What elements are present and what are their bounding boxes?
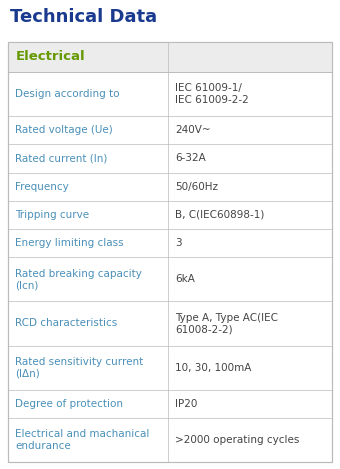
Text: 6kA: 6kA bbox=[175, 274, 195, 284]
Bar bbox=[8, 42, 332, 72]
Text: 240V~: 240V~ bbox=[175, 125, 210, 135]
Bar bbox=[8, 42, 332, 462]
Text: 6-32A: 6-32A bbox=[175, 153, 206, 164]
Text: Design according to: Design according to bbox=[15, 89, 119, 99]
Text: B, C(IEC60898-1): B, C(IEC60898-1) bbox=[175, 210, 265, 220]
Text: 50/60Hz: 50/60Hz bbox=[175, 182, 218, 192]
Text: Energy limiting class: Energy limiting class bbox=[15, 238, 124, 248]
Text: Electrical: Electrical bbox=[16, 51, 86, 63]
Text: IP20: IP20 bbox=[175, 399, 198, 409]
Text: Type A, Type AC(IEC
61008-2-2): Type A, Type AC(IEC 61008-2-2) bbox=[175, 313, 278, 334]
Text: 10, 30, 100mA: 10, 30, 100mA bbox=[175, 363, 251, 372]
Text: IEC 61009-1/
IEC 61009-2-2: IEC 61009-1/ IEC 61009-2-2 bbox=[175, 83, 249, 105]
Text: 3: 3 bbox=[175, 238, 182, 248]
Text: Rated sensitivity current
(IΔn): Rated sensitivity current (IΔn) bbox=[15, 357, 143, 378]
Bar bbox=[8, 42, 332, 462]
Text: Rated breaking capacity
(Icn): Rated breaking capacity (Icn) bbox=[15, 269, 142, 290]
Text: Rated current (In): Rated current (In) bbox=[15, 153, 107, 164]
Text: Rated voltage (Ue): Rated voltage (Ue) bbox=[15, 125, 113, 135]
Text: Degree of protection: Degree of protection bbox=[15, 399, 123, 409]
Text: Technical Data: Technical Data bbox=[10, 8, 157, 26]
Text: Tripping curve: Tripping curve bbox=[15, 210, 89, 220]
Text: Frequency: Frequency bbox=[15, 182, 69, 192]
Text: RCD characteristics: RCD characteristics bbox=[15, 318, 117, 328]
Text: >2000 operating cycles: >2000 operating cycles bbox=[175, 435, 300, 445]
Text: Electrical and machanical
endurance: Electrical and machanical endurance bbox=[15, 429, 149, 451]
